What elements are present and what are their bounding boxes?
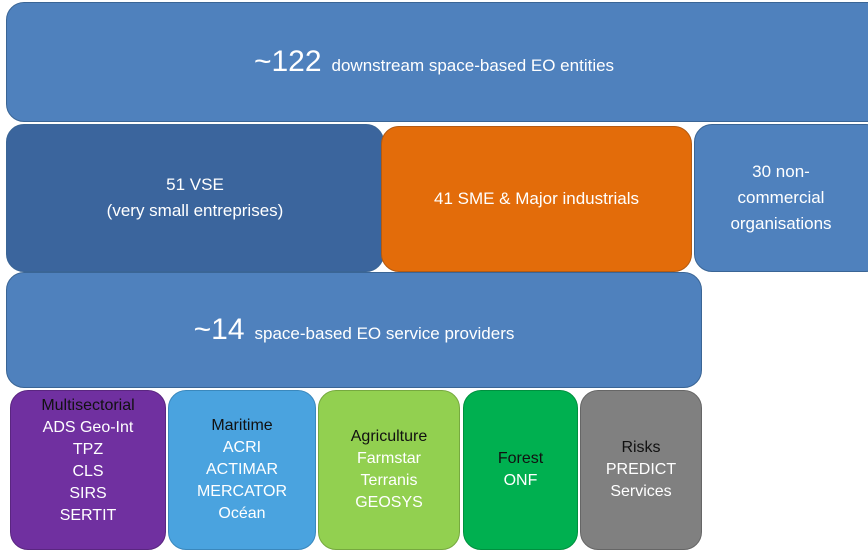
sector-box: Agriculture Farmstar Terranis GEOSYS xyxy=(318,390,460,550)
category-box: 41 SME & Major industrials xyxy=(381,126,692,272)
category-line: commercial xyxy=(737,188,825,207)
category-line: 30 non- xyxy=(752,162,810,181)
category-line: organisations xyxy=(730,214,832,233)
category-line: (very small entreprises) xyxy=(106,201,284,220)
category-line: 51 VSE xyxy=(166,175,224,194)
sector-name: Risks xyxy=(621,439,661,456)
sector-member: ONF xyxy=(503,472,538,489)
sector-member: MERCATOR xyxy=(196,483,288,500)
providers-text: ~14 space-based EO service providers xyxy=(194,313,515,347)
sector-member: GEOSYS xyxy=(355,494,423,511)
sector-member: SERTIT xyxy=(59,507,117,524)
category-box: 51 VSE (very small entreprises) xyxy=(6,124,384,272)
sector-member: SIRS xyxy=(69,485,107,502)
sector-member: CLS xyxy=(72,463,104,480)
category-line: 41 SME & Major industrials xyxy=(433,189,640,208)
sector-name: Forest xyxy=(497,450,544,467)
sector-member: ACRI xyxy=(222,439,262,456)
sector-box: Maritime ACRI ACTIMAR MERCATOR Océan xyxy=(168,390,316,550)
sector-box: Forest ONF xyxy=(463,390,578,550)
entities-box: ~122 downstream space-based EO entities xyxy=(6,2,868,122)
providers-number: ~14 xyxy=(193,313,245,346)
sector-name: Agriculture xyxy=(350,428,428,445)
sector-box: Risks PREDICT Services xyxy=(580,390,702,550)
sector-box: Multisectorial ADS Geo-Int TPZ CLS SIRS SERTI… xyxy=(10,390,166,550)
sector-name: Maritime xyxy=(211,417,273,434)
sector-member: ACTIMAR xyxy=(206,461,278,478)
sector-member: ADS Geo-Int xyxy=(42,419,134,436)
entities-label: downstream space-based EO entities xyxy=(331,56,615,75)
entities-text: ~122 downstream space-based EO entities xyxy=(254,45,614,79)
providers-box: ~14 space-based EO service providers xyxy=(6,272,702,388)
sector-member: Terranis xyxy=(360,472,418,489)
category-box: 30 non- commercial organisations xyxy=(694,124,868,272)
sector-member: Services xyxy=(610,483,672,500)
entities-number: ~122 xyxy=(253,45,322,78)
providers-label: space-based EO service providers xyxy=(254,324,515,343)
sector-member: TPZ xyxy=(72,441,104,458)
sector-member: Farmstar xyxy=(357,450,421,467)
sector-member: PREDICT xyxy=(605,461,677,478)
sector-member: Océan xyxy=(218,505,266,522)
sector-name: Multisectorial xyxy=(41,397,135,414)
